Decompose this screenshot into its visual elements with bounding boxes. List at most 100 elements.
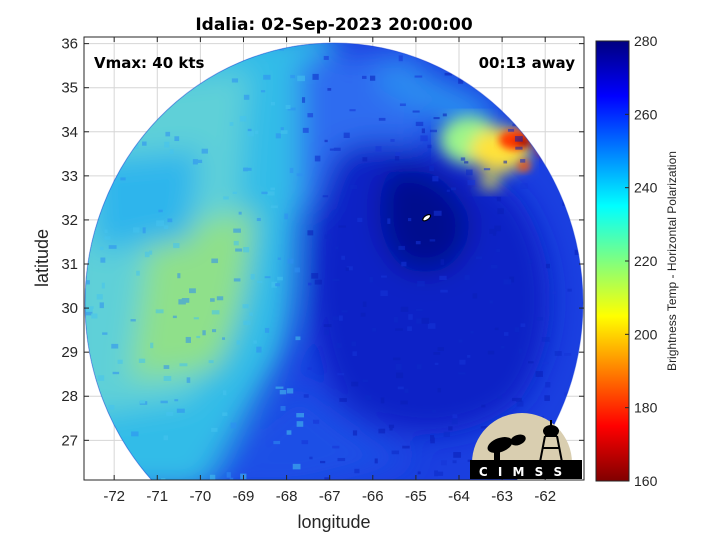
texture-speckle (226, 472, 231, 478)
texture-speckle (480, 426, 488, 429)
x-tick-label: -70 (190, 488, 212, 505)
texture-speckle (421, 317, 430, 324)
texture-speckle (233, 278, 241, 282)
texture-speckle (324, 329, 329, 336)
texture-speckle (324, 139, 328, 143)
texture-speckle (287, 107, 296, 111)
texture-speckle (446, 189, 450, 192)
texture-speckle (345, 267, 349, 272)
texture-speckle (541, 362, 549, 365)
texture-speckle (357, 217, 363, 223)
texture-speckle (497, 395, 503, 399)
texture-speckle (335, 246, 339, 250)
texture-speckle (290, 74, 296, 79)
texture-speckle (343, 132, 350, 139)
texture-speckle (211, 258, 219, 264)
texture-speckle (458, 372, 466, 375)
texture-speckle (271, 281, 277, 288)
texture-speckle (312, 73, 319, 80)
texture-speckle (186, 377, 191, 383)
texture-speckle (400, 400, 408, 405)
texture-speckle (99, 302, 104, 309)
texture-speckle (112, 371, 120, 375)
texture-speckle (380, 397, 385, 404)
texture-speckle (173, 243, 180, 249)
texture-speckle (429, 129, 437, 133)
texture-speckle (395, 363, 402, 370)
x-tick-label: -64 (448, 488, 470, 505)
colorbar-gradient (596, 41, 629, 481)
texture-speckle (346, 266, 353, 271)
texture-speckle (233, 240, 239, 246)
texture-speckle (395, 152, 401, 157)
texture-speckle (111, 343, 119, 349)
texture-speckle (165, 131, 171, 137)
colorbar-tick-label: 280 (634, 33, 658, 49)
texture-speckle (144, 251, 150, 258)
texture-speckle (257, 280, 263, 283)
texture-speckle (223, 196, 229, 200)
chart-title: Idalia: 02-Sep-2023 20:00:00 (195, 15, 472, 35)
texture-speckle (339, 398, 347, 402)
y-tick-label: 31 (61, 256, 78, 273)
texture-speckle (289, 167, 294, 174)
texture-speckle (544, 395, 550, 401)
texture-speckle (513, 410, 517, 415)
texture-speckle (450, 187, 457, 191)
texture-speckle (512, 397, 518, 402)
y-tick-label: 30 (61, 300, 78, 317)
texture-speckle (520, 183, 529, 189)
texture-speckle (249, 312, 253, 316)
texture-speckle (440, 289, 448, 293)
y-tick-label: 36 (61, 36, 78, 53)
texture-speckle (399, 103, 406, 107)
texture-speckle (574, 249, 581, 256)
texture-speckle (362, 379, 368, 383)
texture-speckle (131, 431, 139, 437)
texture-speckle (545, 382, 551, 388)
texture-speckle (332, 278, 340, 282)
texture-speckle (163, 375, 172, 381)
texture-speckle (297, 75, 306, 82)
texture-speckle (231, 78, 239, 83)
texture-speckle (296, 413, 304, 418)
texture-speckle (349, 109, 356, 112)
texture-speckle (273, 440, 281, 445)
texture-speckle (97, 375, 105, 381)
texture-speckle (341, 255, 346, 260)
texture-speckle (337, 373, 345, 376)
texture-speckle (236, 340, 241, 345)
texture-speckle (100, 257, 106, 263)
texture-speckle (458, 78, 464, 84)
texture-speckle (432, 176, 439, 182)
texture-speckle (195, 159, 203, 164)
texture-speckle (108, 245, 117, 249)
texture-speckle (243, 320, 251, 326)
texture-speckle (434, 362, 439, 365)
texture-speckle (416, 364, 422, 370)
texture-speckle (166, 411, 174, 416)
texture-speckle (337, 457, 346, 462)
texture-speckle (286, 388, 294, 394)
texture-speckle (311, 273, 319, 279)
texture-speckle (518, 348, 523, 354)
texture-speckle (314, 279, 322, 285)
texture-speckle (247, 128, 252, 133)
texture-speckle (407, 217, 412, 222)
texture-speckle (235, 248, 243, 252)
texture-speckle (307, 367, 312, 370)
texture-speckle (404, 388, 409, 393)
texture-speckle (294, 267, 301, 273)
texture-speckle (362, 75, 367, 79)
texture-speckle (99, 246, 104, 251)
texture-speckle (427, 144, 432, 149)
texture-speckle (443, 431, 450, 437)
texture-speckle (472, 293, 478, 299)
texture-speckle (156, 220, 165, 227)
texture-speckle (309, 456, 313, 460)
texture-speckle (490, 264, 498, 269)
texture-speckle (287, 258, 294, 264)
texture-speckle (467, 459, 472, 462)
texture-speckle (564, 353, 572, 356)
